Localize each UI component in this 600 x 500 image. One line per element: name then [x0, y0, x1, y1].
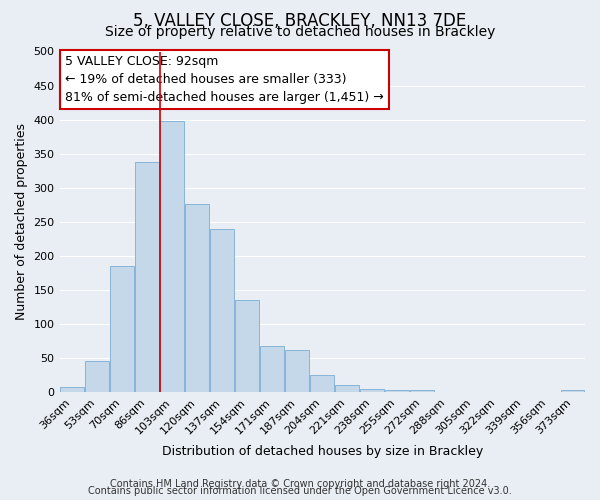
Bar: [85, 361, 109, 392]
Bar: [235, 300, 259, 392]
Text: Contains HM Land Registry data © Crown copyright and database right 2024.: Contains HM Land Registry data © Crown c…: [110, 479, 490, 489]
Bar: [60, 387, 84, 392]
Bar: [286, 350, 309, 393]
Text: Size of property relative to detached houses in Brackley: Size of property relative to detached ho…: [105, 25, 495, 39]
Bar: [560, 390, 584, 392]
Bar: [410, 390, 434, 392]
Bar: [160, 121, 184, 392]
Bar: [110, 266, 134, 392]
Bar: [260, 346, 284, 393]
X-axis label: Distribution of detached houses by size in Brackley: Distribution of detached houses by size …: [161, 444, 483, 458]
Text: 5, VALLEY CLOSE, BRACKLEY, NN13 7DE: 5, VALLEY CLOSE, BRACKLEY, NN13 7DE: [133, 12, 467, 30]
Bar: [361, 389, 384, 392]
Text: 5 VALLEY CLOSE: 92sqm
← 19% of detached houses are smaller (333)
81% of semi-det: 5 VALLEY CLOSE: 92sqm ← 19% of detached …: [65, 55, 383, 104]
Bar: [385, 390, 409, 392]
Bar: [335, 385, 359, 392]
Bar: [185, 204, 209, 392]
Text: Contains public sector information licensed under the Open Government Licence v3: Contains public sector information licen…: [88, 486, 512, 496]
Bar: [210, 228, 234, 392]
Bar: [135, 162, 159, 392]
Bar: [310, 376, 334, 392]
Y-axis label: Number of detached properties: Number of detached properties: [15, 124, 28, 320]
